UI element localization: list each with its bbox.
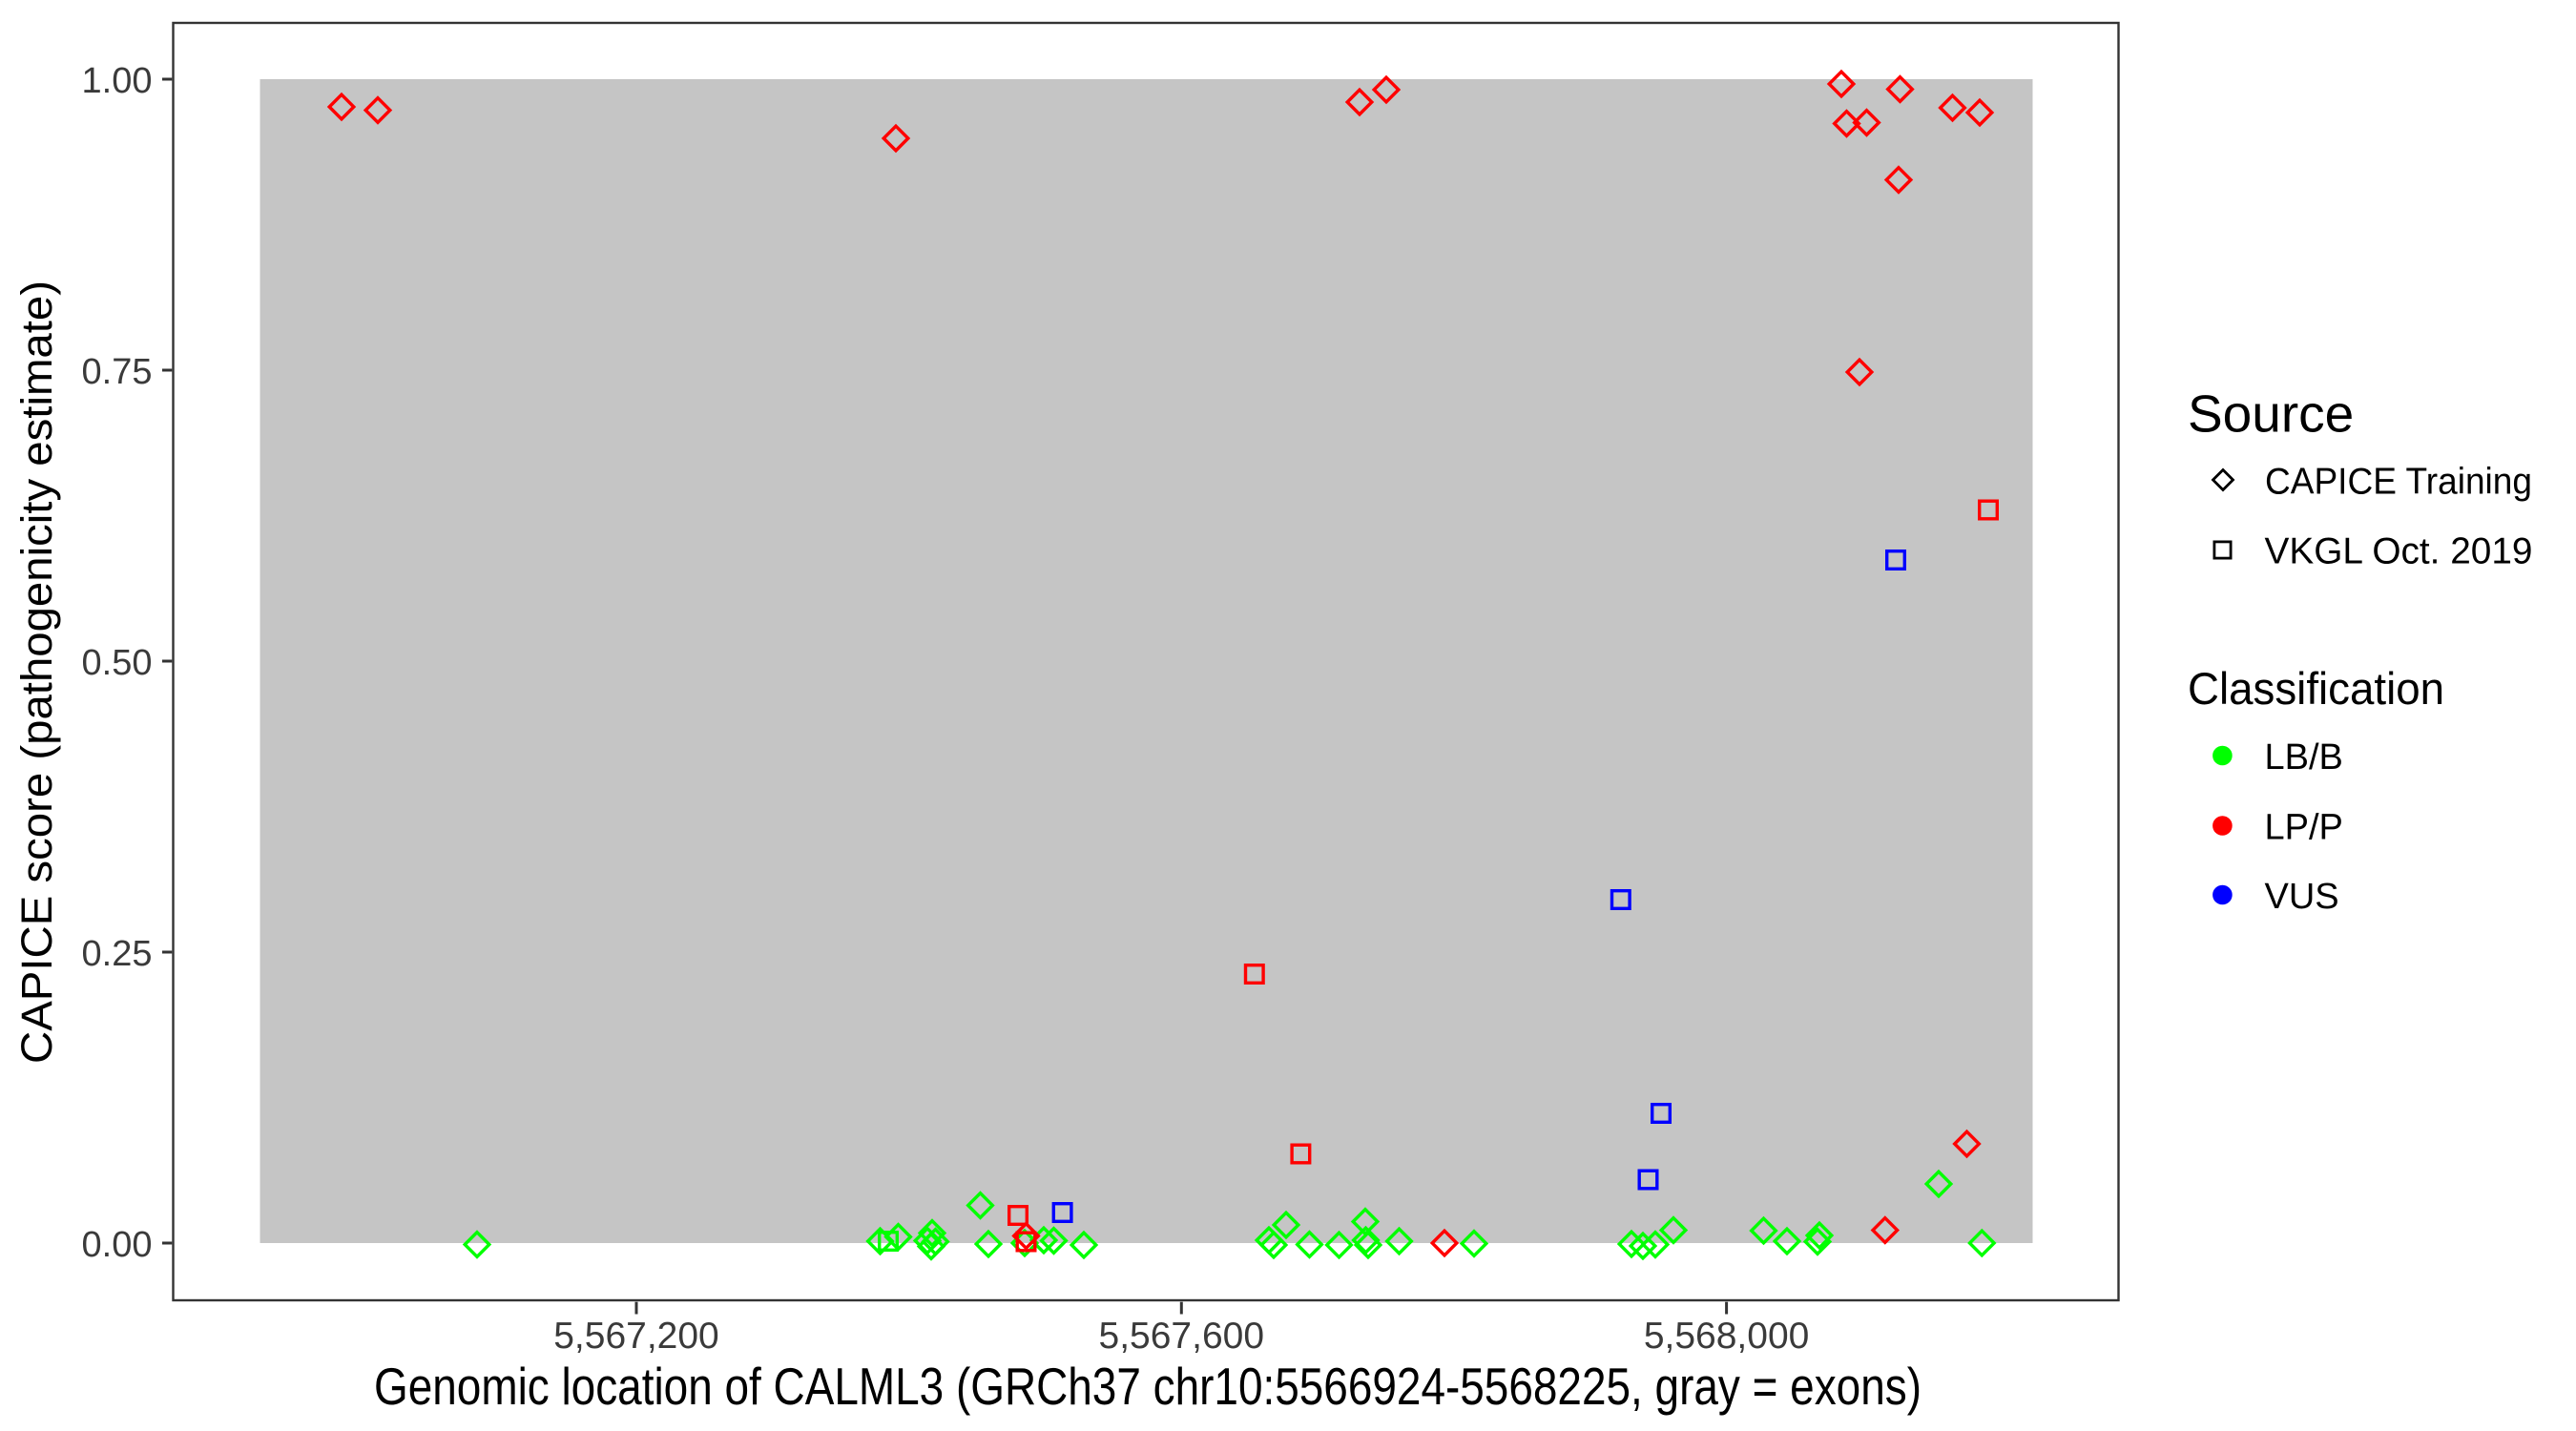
svg-text:5,567,200: 5,567,200 — [553, 1316, 719, 1357]
svg-text:0.00: 0.00 — [82, 1225, 153, 1265]
svg-text:CAPICE score (pathogenicity es: CAPICE score (pathogenicity estimate) — [12, 280, 61, 1064]
svg-text:Classification: Classification — [2188, 664, 2444, 715]
svg-text:0.50: 0.50 — [82, 643, 153, 683]
svg-text:Genomic location of CALML3 (GR: Genomic location of CALML3 (GRCh37 chr10… — [374, 1357, 1922, 1416]
svg-text:5,568,000: 5,568,000 — [1644, 1316, 1810, 1357]
svg-text:0.75: 0.75 — [82, 352, 153, 392]
svg-text:5,567,600: 5,567,600 — [1099, 1316, 1265, 1357]
svg-text:VKGL Oct. 2019: VKGL Oct. 2019 — [2265, 531, 2533, 572]
svg-text:Source: Source — [2188, 384, 2354, 444]
svg-text:VUS: VUS — [2265, 877, 2339, 917]
svg-text:1.00: 1.00 — [82, 61, 153, 101]
svg-text:LB/B: LB/B — [2265, 737, 2343, 778]
svg-text:0.25: 0.25 — [82, 934, 153, 974]
svg-text:LP/P: LP/P — [2265, 808, 2343, 848]
svg-text:CAPICE Training: CAPICE Training — [2265, 462, 2532, 503]
